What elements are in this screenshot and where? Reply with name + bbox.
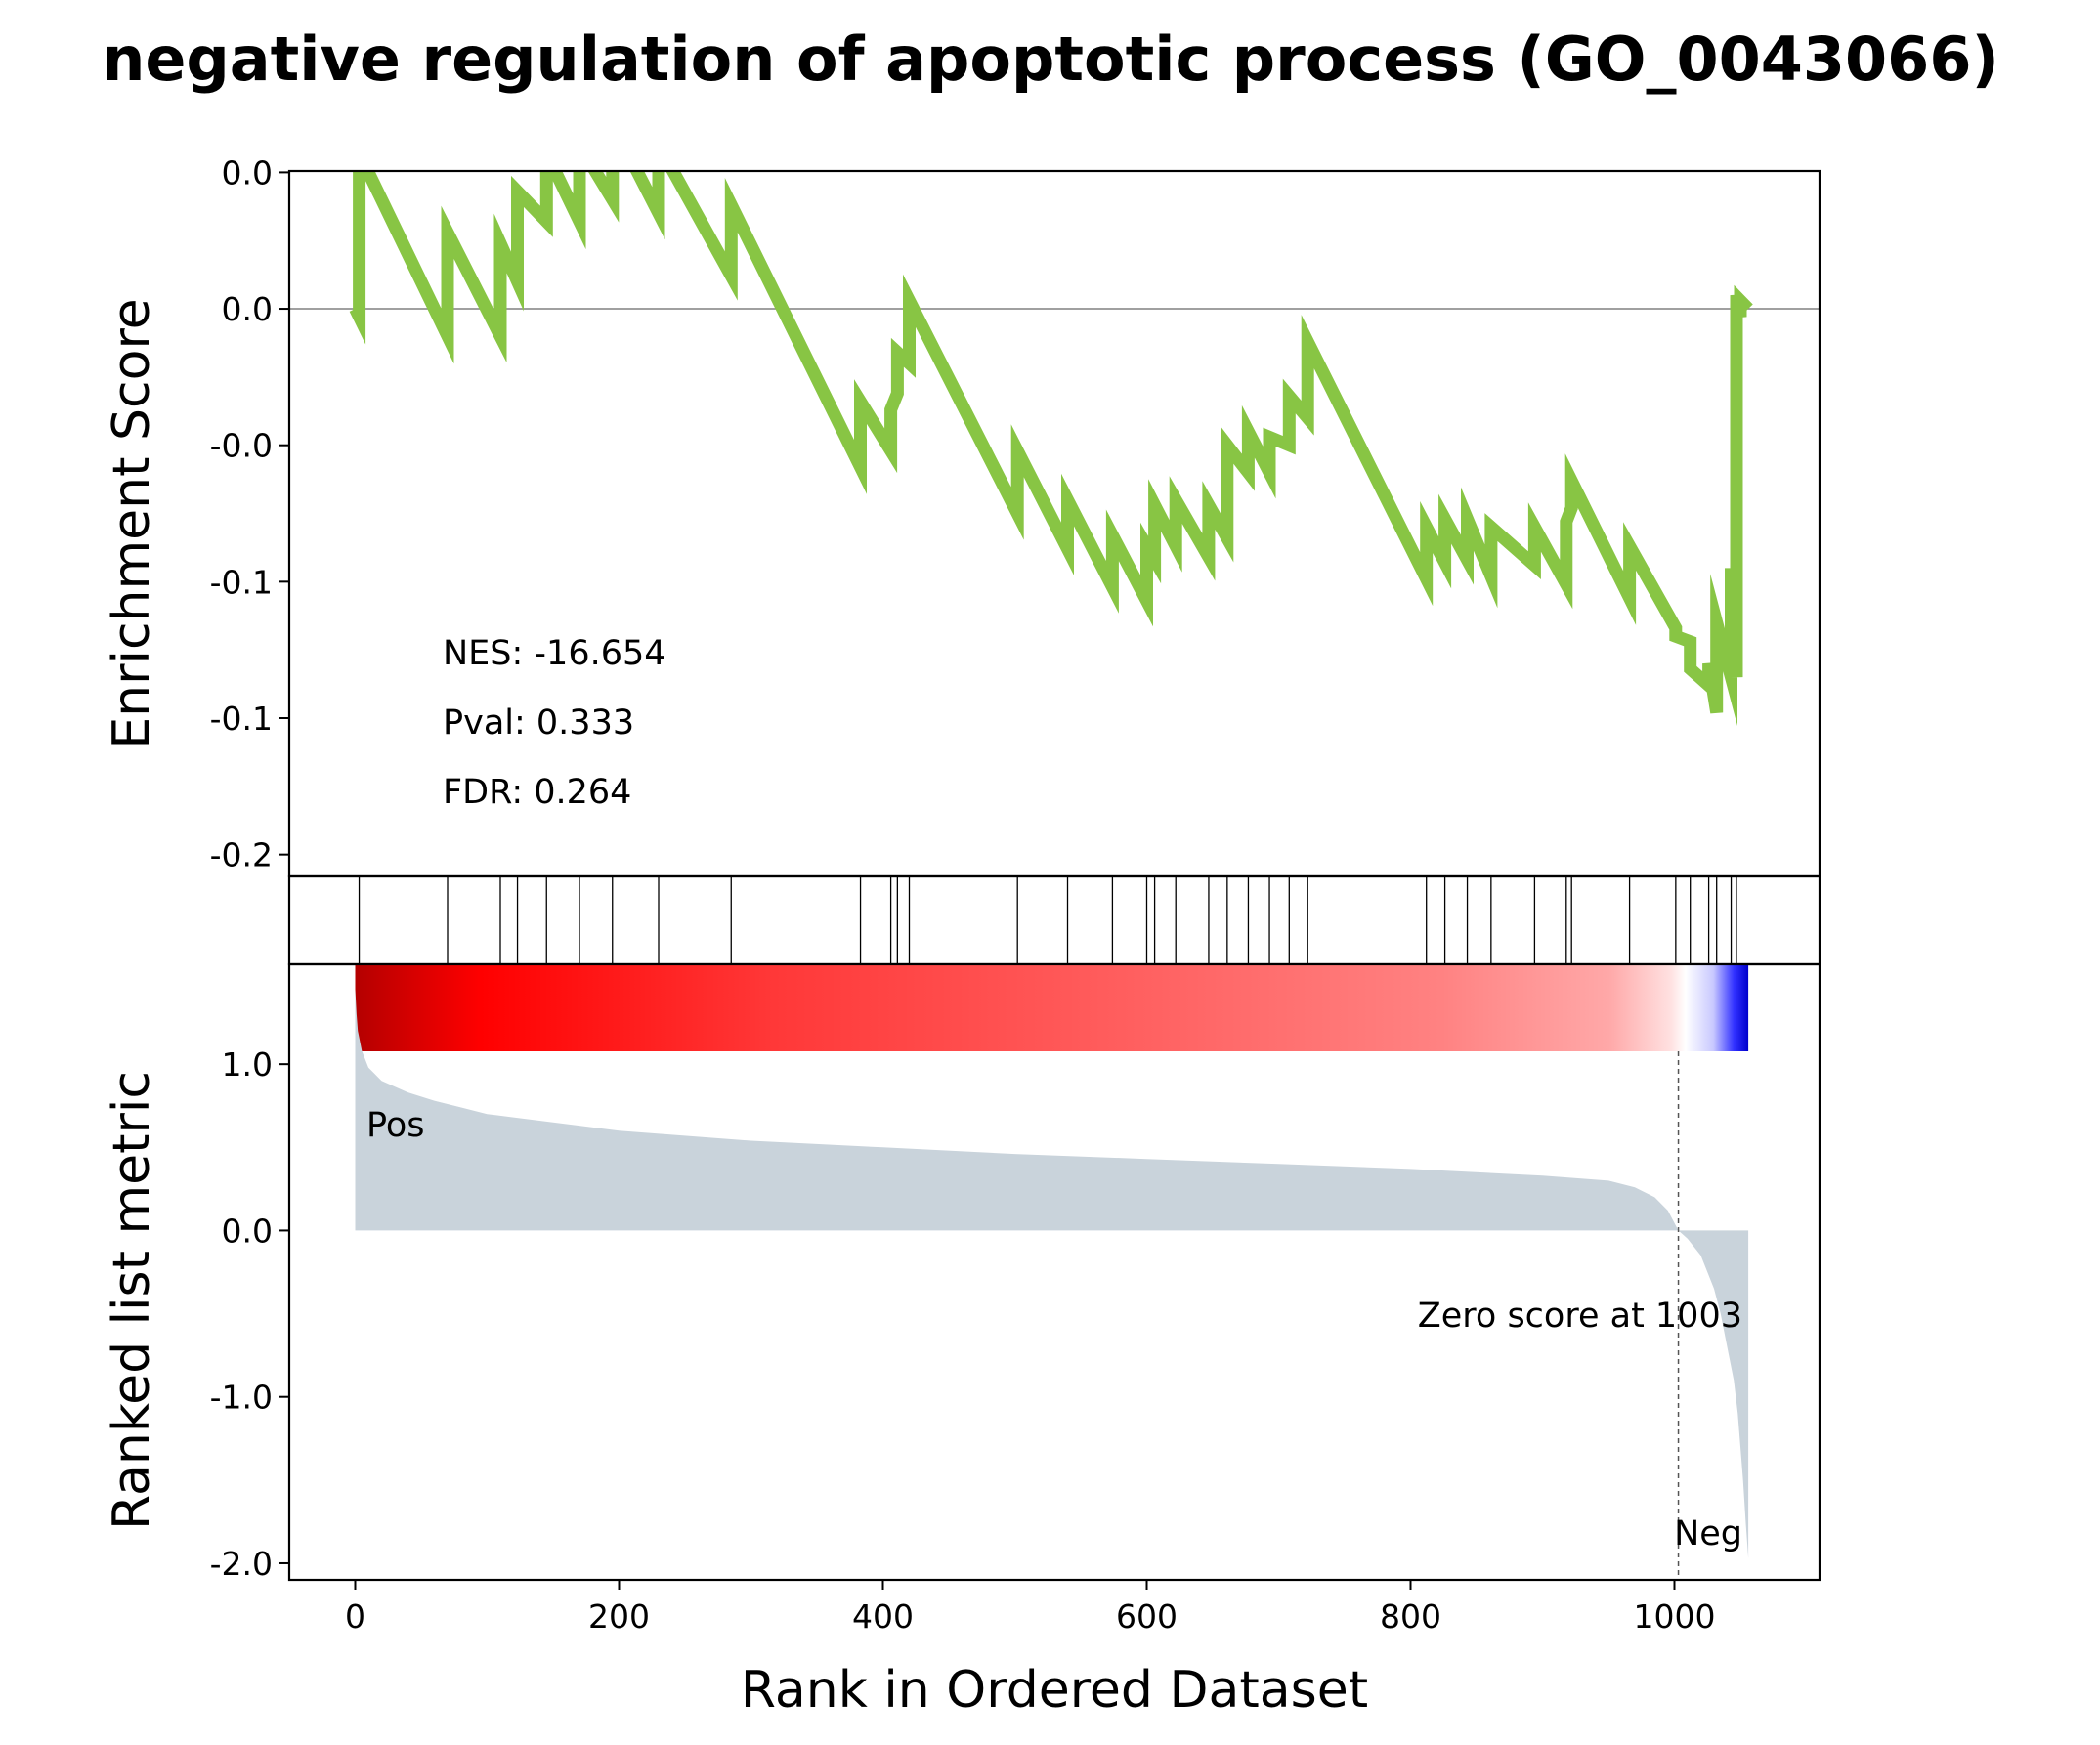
es-y-tick-label: -0.1	[210, 563, 273, 601]
gene-hits-panel	[287, 874, 1821, 966]
rank-y-tick-label: 0.0	[222, 1212, 273, 1250]
nes-stat: NES: -16.654	[443, 634, 666, 673]
ranked-list-panel: 1.0 0.0 -1.0 -2.0 Pos Neg Zero score at 100…	[103, 962, 1821, 1583]
es-y-tick-label: 0.0	[222, 290, 273, 328]
pos-label: Pos	[366, 1106, 425, 1145]
zero-score-label: Zero score at 1003	[1418, 1297, 1742, 1336]
es-y-tick-label: -0.1	[210, 700, 273, 738]
rank-y-tick-label: -1.0	[210, 1379, 273, 1417]
x-tick-label: 800	[1380, 1597, 1441, 1636]
x-tick-label: 0	[345, 1597, 365, 1636]
x-tick-label: 200	[588, 1597, 650, 1636]
ranked-metric-area	[355, 989, 1749, 1558]
rank-colorbar	[355, 965, 1749, 1051]
neg-label: Neg	[1674, 1514, 1742, 1553]
pval-stat: Pval: 0.333	[443, 703, 634, 743]
rank-y-axis-label: Ranked list metric	[103, 1071, 161, 1530]
es-y-tick-label: -0.0	[210, 427, 273, 465]
x-axis: 0 200 400 600 800 1000	[345, 1580, 1715, 1636]
x-tick-label: 1000	[1634, 1597, 1716, 1636]
rank-y-tick-label: 1.0	[222, 1045, 273, 1084]
hit-lines	[358, 876, 1737, 964]
x-tick-label: 400	[852, 1597, 914, 1636]
hits-axes-frame	[287, 874, 1821, 966]
enrichment-score-panel: 0.0 0.0 -0.0 -0.1 -0.1 -0.2 NES: -16.654 Pval…	[103, 153, 1821, 878]
rank-y-ticks: 1.0 0.0 -1.0 -2.0	[210, 1045, 289, 1583]
enrichment-line-group	[349, 171, 1753, 727]
chart-title: negative regulation of apoptotic process…	[102, 23, 1999, 95]
rank-y-tick-label: -2.0	[210, 1545, 273, 1583]
fdr-stat: FDR: 0.264	[443, 773, 631, 812]
rank-axes-frame	[287, 962, 1821, 1582]
enrichment-score-line	[349, 171, 1753, 727]
x-axis-label: Rank in Ordered Dataset	[741, 1661, 1368, 1720]
es-y-axis-label: Enrichment Score	[103, 298, 161, 748]
es-y-ticks: 0.0 0.0 -0.0 -0.1 -0.1 -0.2	[210, 153, 289, 874]
x-tick-label: 600	[1116, 1597, 1178, 1636]
es-y-tick-label: 0.0	[222, 153, 273, 192]
es-y-tick-label: -0.2	[210, 836, 273, 874]
